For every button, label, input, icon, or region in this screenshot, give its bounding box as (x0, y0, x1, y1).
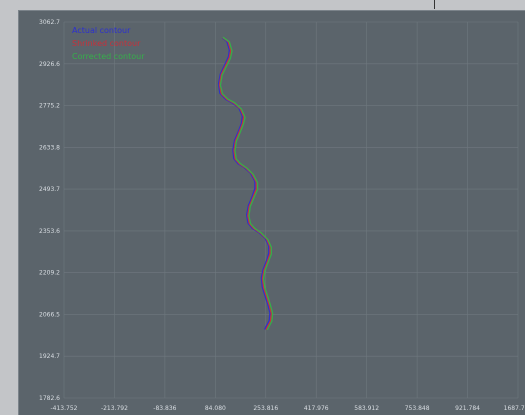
x-tick-label: 583.912 (354, 405, 379, 412)
x-tick-label: -413.752 (51, 405, 78, 412)
y-tick-label: 2353.6 (39, 228, 60, 235)
legend-entry-1: Actual contour (72, 26, 131, 35)
contour-chart: -413.752 -213.792 -83.836 84.080 253.816 417.… (39, 19, 525, 412)
plot-panel: -413.752 -213.792 -83.836 84.080 253.816 417.… (18, 10, 525, 415)
x-tick-label: 253.816 (253, 405, 278, 412)
y-tick-label: 2209.2 (39, 270, 60, 277)
y-tick-label: 2926.6 (39, 61, 60, 68)
y-tick-label: 2633.8 (39, 144, 60, 151)
y-tick-label: 2066.5 (39, 311, 60, 318)
y-tick-label: 2775.2 (39, 103, 60, 110)
legend-entry-3: Corrected contour (72, 52, 145, 61)
x-tick-label: 921.784 (455, 405, 480, 412)
series-line-1 (217, 37, 271, 330)
x-tick-label: 84.080 (205, 405, 226, 412)
window-divider (434, 0, 435, 9)
legend-entry-2: Shrinked contour (72, 39, 141, 48)
y-tick-label: 1924.7 (39, 353, 60, 360)
x-tick-label: 417.976 (304, 405, 329, 412)
x-tick-label: -83.836 (153, 405, 176, 412)
x-tick-label: -213.792 (101, 405, 128, 412)
y-tick-label: 1782.6 (39, 395, 60, 402)
x-tick-label: 1687.728 (504, 405, 525, 412)
y-tick-label: 3062.7 (39, 19, 60, 26)
series-line-2 (218, 37, 272, 330)
x-tick-label: 753.848 (405, 405, 430, 412)
series-line-3 (219, 36, 274, 331)
y-tick-label: 2493.7 (39, 186, 60, 193)
